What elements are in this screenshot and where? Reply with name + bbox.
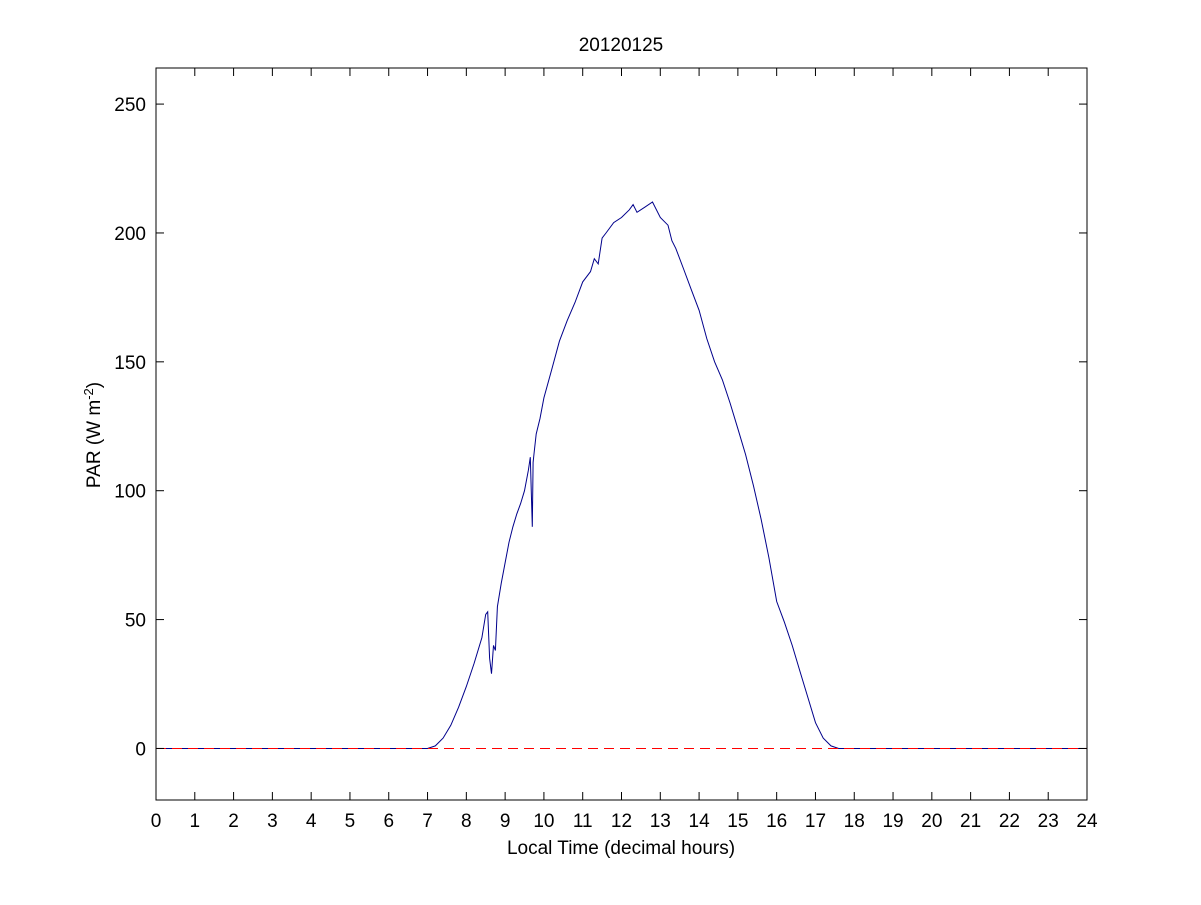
x-tick-label: 9	[500, 811, 511, 832]
x-tick-label: 5	[345, 811, 356, 832]
y-tick-label: 150	[114, 353, 146, 374]
x-tick-label: 7	[422, 811, 433, 832]
x-tick-label: 11	[573, 811, 593, 832]
y-tick-label: 250	[114, 95, 146, 116]
plot-area: 0 1 2 3 4 5 6 7 8 9 10 11 12 13 14 15 16 17 18 19 20 21 22 23 24…	[114, 67, 1098, 832]
y-tick-label: 100	[114, 482, 146, 503]
x-tick-label: 17	[805, 811, 826, 832]
x-axis-label: Local Time (decimal hours)	[507, 838, 735, 859]
y-tick-label: 200	[114, 224, 146, 245]
x-tick-label: 8	[461, 811, 472, 832]
x-tick-label: 10	[533, 811, 554, 832]
x-tick-label: 21	[960, 811, 981, 832]
x-tick-label: 24	[1076, 811, 1098, 832]
x-tick-label: 22	[999, 811, 1020, 832]
y-axis-label-close: )	[84, 382, 105, 388]
chart-title: 20120125	[579, 35, 664, 56]
x-tick-label: 4	[306, 811, 317, 832]
x-tick-label: 3	[267, 811, 278, 832]
x-tick-label: 13	[650, 811, 671, 832]
x-tick-label: 23	[1038, 811, 1059, 832]
x-tick-label: 15	[727, 811, 748, 832]
x-tick-label: 6	[383, 811, 394, 832]
y-axis-label-superscript: -2	[81, 388, 96, 400]
y-tick-label: 0	[135, 739, 146, 760]
y-axis-label-main: PAR (W m	[84, 400, 105, 488]
y-axis-label: PAR (W m-2)	[81, 382, 106, 488]
x-tick-label: 20	[921, 811, 942, 832]
x-tick-label: 12	[611, 811, 632, 832]
x-tick-label: 16	[766, 811, 787, 832]
x-tick-label: 1	[190, 811, 201, 832]
x-tick-label: 19	[882, 811, 903, 832]
x-tick-label: 0	[151, 811, 162, 832]
x-tick-label: 14	[689, 811, 711, 832]
y-tick-label: 50	[125, 611, 146, 632]
par-series-line	[156, 201, 1087, 749]
x-tick-label: 2	[228, 811, 239, 832]
x-tick-label: 18	[844, 811, 865, 832]
